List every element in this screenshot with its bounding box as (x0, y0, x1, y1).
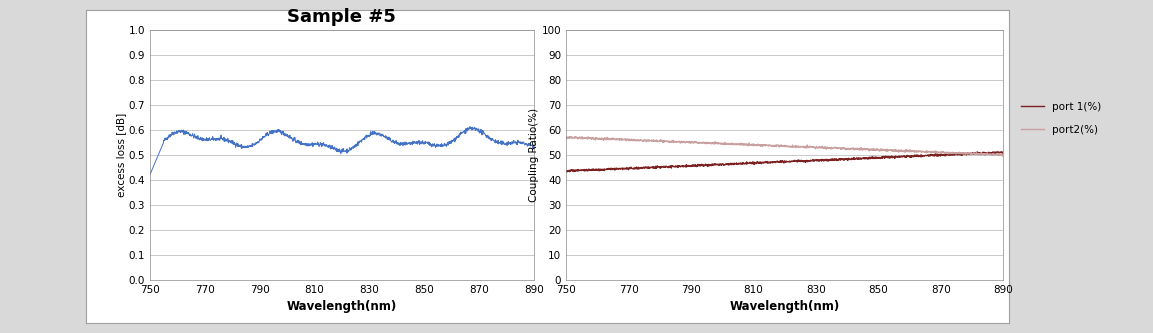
port2(%) (990, 153, 1004, 157)
port 1(%) (560, 170, 574, 174)
port2(%) (996, 153, 1010, 157)
port 1(%) (996, 151, 1010, 155)
Title: Sample #5: Sample #5 (287, 8, 397, 26)
Legend: port 1(%), port2(%): port 1(%), port2(%) (1017, 98, 1106, 139)
port2(%) (995, 154, 1009, 158)
port2(%) (761, 144, 775, 148)
Y-axis label: Coupling Ratio(%): Coupling Ratio(%) (529, 108, 538, 202)
port 1(%) (789, 160, 802, 164)
port2(%) (789, 144, 802, 148)
Line: port 1(%): port 1(%) (566, 152, 1003, 172)
port2(%) (665, 140, 679, 144)
port 1(%) (761, 161, 775, 165)
port 1(%) (990, 150, 1004, 154)
Y-axis label: excess loss [dB]: excess loss [dB] (115, 113, 126, 197)
port2(%) (914, 150, 928, 154)
port2(%) (564, 135, 578, 139)
X-axis label: Wavelength(nm): Wavelength(nm) (287, 300, 397, 313)
Line: port2(%): port2(%) (566, 137, 1003, 156)
port2(%) (710, 142, 724, 146)
port 1(%) (710, 162, 724, 166)
port 1(%) (559, 170, 573, 174)
port 1(%) (990, 151, 1004, 155)
X-axis label: Wavelength(nm): Wavelength(nm) (730, 300, 839, 313)
port 1(%) (914, 155, 928, 159)
port2(%) (559, 136, 573, 140)
port 1(%) (665, 164, 679, 168)
